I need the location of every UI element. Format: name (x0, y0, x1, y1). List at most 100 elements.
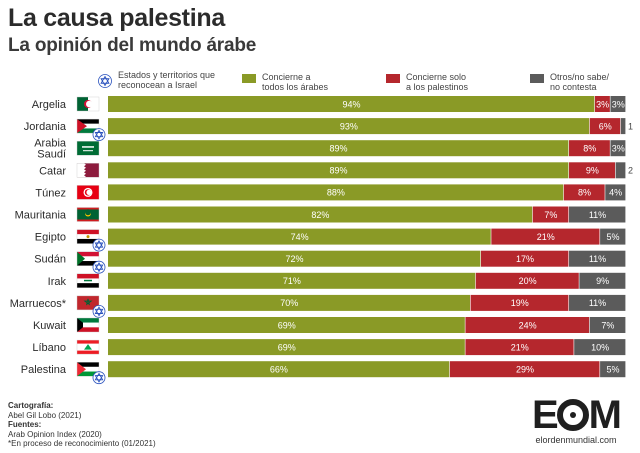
bar-segment (108, 162, 569, 179)
data-label: 3% (612, 99, 625, 109)
data-label: 7% (601, 320, 614, 330)
bar-segment (589, 118, 621, 135)
bar-row: Catar 89% 9% 2 (39, 162, 633, 179)
country-label-line: Argelia (32, 99, 67, 111)
bar-segment (569, 140, 610, 157)
bar-row: Sudán 72% 17% 11% (34, 250, 626, 274)
data-label: 19% (511, 298, 529, 308)
bar-segment (600, 228, 626, 245)
data-label: 17% (516, 254, 534, 264)
flag-saudi-icon (76, 140, 100, 156)
data-label: 4% (609, 188, 622, 198)
data-label: 3% (612, 144, 625, 154)
data-label: 69% (278, 342, 296, 352)
country-label-line: Arabia (34, 138, 67, 150)
flag-egypt-icon (76, 229, 100, 244)
country-label: Kuwait (33, 320, 66, 332)
country-label-line: Mauritania (15, 210, 67, 222)
flag-palestine-icon (76, 362, 100, 377)
bar-segment (465, 317, 590, 333)
bar-segment (108, 294, 470, 311)
data-label: 21% (537, 232, 555, 242)
legend-swatch-palestinos (386, 74, 400, 83)
data-label: 74% (291, 232, 309, 242)
bar-segment (569, 162, 616, 179)
bar-segment (600, 361, 626, 378)
country-label: Sudán (34, 254, 66, 266)
star-of-david-icon (92, 304, 106, 318)
flag-sudan-icon (76, 251, 100, 266)
data-label: 71% (283, 276, 301, 286)
bar-segment (620, 118, 626, 135)
data-label: 72% (285, 254, 303, 264)
bar-row: Jordania 93% 6% 1 (24, 118, 633, 142)
bar-segment (491, 228, 600, 245)
flag-qatar-icon (76, 163, 100, 178)
bar-segment (108, 184, 564, 201)
footer: Cartografía: Abel Gil Lobo (2021) Fuente… (8, 401, 156, 449)
bar-segment (108, 250, 481, 267)
country-label: Mauritania (15, 210, 67, 222)
data-label: 20% (519, 276, 537, 286)
bar-segment (449, 361, 600, 378)
data-label: 82% (311, 210, 329, 220)
bar-segment (108, 206, 533, 223)
data-label: 29% (516, 365, 534, 375)
flag-algeria-icon (76, 96, 100, 112)
star-of-david-icon (92, 128, 106, 142)
bar-segment (579, 272, 626, 289)
bar-segment (594, 96, 610, 112)
data-label: 1 (628, 121, 633, 131)
star-of-david-icon (92, 238, 106, 252)
flag-kuwait-icon (76, 317, 100, 333)
bar-row: Túnez 88% 8% 4% (35, 184, 626, 201)
logo-globe-icon (556, 399, 589, 431)
country-label: Palestina (21, 364, 67, 376)
logo-m: M (588, 393, 622, 437)
star-of-david-icon (98, 74, 112, 88)
bar-segment (108, 96, 595, 112)
data-label: 9% (586, 166, 599, 176)
country-label: Jordania (24, 121, 67, 133)
bar-segment (108, 361, 450, 378)
legend-label-otros: Otros/no sabe/ no contesta (550, 72, 610, 92)
footer-nota: *En proceso de reconocimiento (01/2021) (8, 439, 156, 448)
legend-label-palestinos: Concierne solo a los palestinos (406, 72, 469, 92)
footer-cartografia: Abel Gil Lobo (2021) (8, 410, 82, 420)
country-label-line: Líbano (32, 342, 66, 354)
bar-segment (569, 250, 626, 267)
bar-segment (605, 184, 626, 201)
country-label: Argelia (32, 99, 67, 111)
country-label: Irak (48, 276, 67, 288)
data-label: 94% (342, 99, 360, 109)
data-label: 5% (607, 232, 620, 242)
country-label-line: Túnez (35, 187, 66, 199)
bar-segment (108, 339, 465, 356)
bar-segment (465, 339, 574, 356)
country-label: Arabia Saudí (34, 138, 67, 161)
bar-row: Arabia Saudí 89% 8% 3% (34, 138, 626, 161)
data-label: 11% (589, 298, 606, 308)
data-label: 21% (511, 342, 529, 352)
flag-morocco-icon (76, 295, 100, 311)
chart-subtitle: La opinión del mundo árabe (8, 35, 257, 56)
flag-tunisia-icon (76, 185, 100, 200)
chart-legend: Estados y territorios que reconocean a I… (0, 70, 640, 96)
country-label-line: Saudí (37, 149, 66, 161)
legend-item-otros: Otros/no sabe/ no contesta (530, 72, 609, 92)
bar-segment (589, 317, 626, 333)
bar-segment (108, 118, 590, 135)
flag-lebanon-icon (76, 339, 100, 355)
country-label-line: Jordania (24, 121, 67, 133)
footer-fuentes-label: Fuentes: (8, 420, 42, 429)
footer-fuentes: Arab Opinion Index (2020) (8, 429, 102, 439)
data-label: 11% (589, 210, 606, 220)
star-of-david-icon (92, 371, 106, 385)
bar-row: Argelia 94% 3% 3% (32, 96, 626, 112)
bar-segment (563, 184, 605, 201)
data-label: 10% (591, 342, 609, 352)
bar-segment (532, 206, 569, 223)
bar-segment (108, 272, 476, 289)
bar-segment (610, 96, 626, 112)
